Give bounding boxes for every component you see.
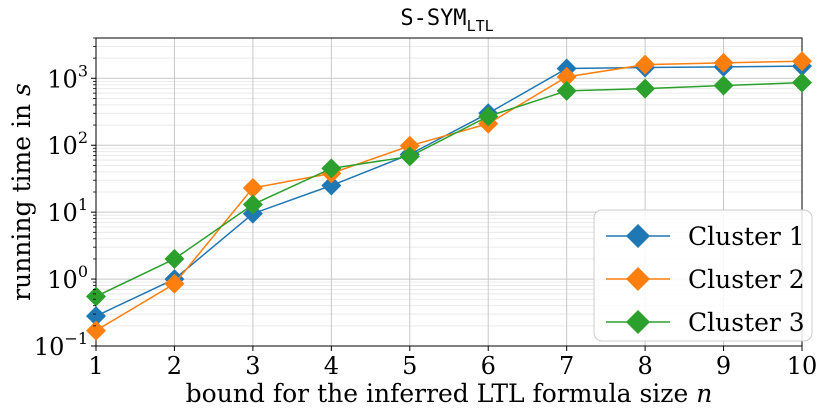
x-tick-label: 8	[637, 352, 652, 380]
data-point-marker	[399, 146, 420, 167]
legend-marker	[626, 267, 650, 291]
y-tick-label: 10−1	[34, 329, 88, 361]
x-tick-label: 7	[559, 352, 574, 380]
legend-label: Cluster 3	[688, 308, 805, 337]
series-layer	[86, 51, 812, 341]
series-2	[86, 51, 812, 341]
legend-items: Cluster 1 Cluster 2 Cluster 3	[606, 222, 805, 337]
legend-label: Cluster 2	[688, 265, 805, 294]
data-point-marker	[478, 106, 499, 127]
data-point-marker	[635, 78, 656, 99]
chart-title: S-SYMLTL	[400, 6, 493, 35]
series-3	[86, 72, 812, 307]
data-point-marker	[792, 51, 812, 72]
x-tick-label: 2	[167, 352, 182, 380]
y-tick-exponent: 3	[78, 61, 88, 80]
x-tick-label: 5	[402, 352, 417, 380]
data-point-marker	[86, 306, 106, 327]
legend-frame	[593, 209, 813, 342]
y-axis-label-variable: s	[7, 83, 36, 96]
data-point-marker	[713, 52, 734, 73]
series-line	[95, 60, 803, 332]
legend-label: Cluster 1	[688, 222, 805, 251]
legend-entry-3: Cluster 3	[606, 308, 805, 337]
y-tick-base: 10	[34, 333, 65, 361]
data-point-marker	[635, 54, 656, 75]
y-tick-exponent: 1	[78, 195, 88, 214]
legend-marker	[626, 224, 650, 248]
data-point-marker	[242, 177, 263, 198]
legend-entry-2: Cluster 2	[606, 265, 805, 294]
x-axis-label-variable: n	[696, 379, 712, 408]
x-axis-ticks: 1 2 3 4 5 6 7 8 9 10	[88, 346, 817, 380]
series-line	[95, 65, 803, 317]
y-tick-base: 10	[47, 65, 78, 93]
x-tick-label: 6	[481, 352, 496, 380]
legend-entry-1: Cluster 1	[606, 222, 805, 251]
data-point-marker	[556, 66, 577, 87]
chart-title-subscript: LTL	[467, 17, 494, 35]
x-tick-label: 1	[88, 352, 103, 380]
y-axis-label-text: running time in	[7, 96, 36, 301]
y-tick-label: 101	[47, 195, 88, 227]
y-tick-base: 10	[47, 132, 78, 160]
data-point-marker	[86, 286, 106, 307]
x-axis-label-text: bound for the inferred LTL formula size	[186, 379, 697, 408]
data-point-marker	[86, 320, 106, 341]
y-axis-label: running time in s	[7, 83, 36, 301]
data-point-marker	[242, 194, 263, 215]
legend-marker	[626, 310, 650, 334]
y-tick-label: 100	[47, 262, 88, 294]
y-tick-label: 102	[47, 128, 88, 160]
y-tick-base: 10	[47, 199, 78, 227]
x-tick-label: 3	[245, 352, 260, 380]
x-axis-label: bound for the inferred LTL formula size …	[186, 379, 713, 408]
data-point-marker	[321, 175, 342, 196]
data-point-marker	[713, 75, 734, 96]
series-line	[95, 81, 803, 298]
chart-title-main: S-SYM	[400, 6, 466, 31]
data-point-marker	[399, 135, 420, 156]
data-point-marker	[321, 158, 342, 179]
y-tick-label: 103	[47, 61, 88, 93]
legend: Cluster 1 Cluster 2 Cluster 3	[593, 209, 813, 342]
y-tick-base: 10	[47, 266, 78, 294]
data-point-marker	[164, 248, 185, 269]
data-point-marker	[792, 72, 812, 93]
x-tick-label: 9	[716, 352, 731, 380]
data-point-marker	[164, 273, 185, 294]
y-tick-exponent: −1	[64, 329, 88, 348]
x-tick-label: 10	[787, 352, 818, 380]
data-point-marker	[556, 80, 577, 101]
y-tick-exponent: 2	[78, 128, 88, 147]
x-tick-label: 4	[324, 352, 339, 380]
y-tick-exponent: 0	[78, 262, 88, 281]
